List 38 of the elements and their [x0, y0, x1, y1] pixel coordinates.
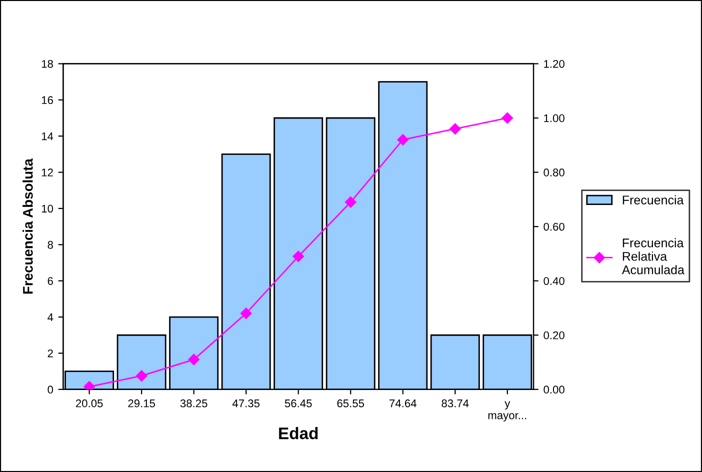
point [136, 370, 148, 382]
y-axis-title: Frecuencia Absoluta [22, 158, 33, 294]
y2-tick-label: 0.20 [544, 331, 564, 340]
y-tick-label: 10 [42, 204, 54, 213]
point [397, 134, 408, 146]
y-tick-label: 0 [48, 386, 54, 394]
y2-tick-label: 0.60 [544, 222, 564, 231]
point [292, 250, 304, 262]
x-tick-label: 74.64 [390, 399, 416, 408]
y-tick-label: 14 [42, 132, 54, 140]
y-tick-label: 16 [42, 96, 53, 104]
x-tick-label: 56.45 [284, 399, 312, 408]
point [240, 308, 252, 320]
legend-label: Frecuencia [622, 195, 684, 204]
y2-tick-label: 0.40 [544, 277, 564, 285]
y-tick-label: 12 [42, 168, 53, 176]
y2-tick-label: 1.20 [544, 60, 564, 68]
x-tick-label: 83.74 [442, 399, 469, 408]
x-tick-label: 20.05 [76, 399, 103, 408]
x-tick-label: y mayor... [488, 401, 526, 422]
y-tick-label: 6 [48, 277, 53, 285]
y2-tick-label: 1.00 [544, 114, 564, 122]
y2-tick-label: 0.00 [544, 386, 564, 394]
x-tick-label: 29.15 [128, 399, 156, 408]
y-tick-label: 18 [42, 60, 53, 68]
x-tick-label: 65.55 [337, 399, 364, 408]
y-tick-label: 8 [48, 240, 53, 249]
point [345, 196, 356, 208]
y-tick-label: 4 [48, 313, 54, 322]
point [502, 112, 513, 124]
x-tick-label: 47.35 [232, 399, 260, 408]
legend-label: Frecuencia Relativa Acumulada [622, 238, 684, 274]
x-axis-title: Edad [279, 427, 318, 440]
y-tick-label: 2 [48, 349, 53, 358]
point [188, 354, 200, 366]
x-tick-label: 38.25 [180, 399, 208, 408]
point [450, 123, 461, 134]
y2-tick-label: 0.80 [544, 168, 564, 176]
